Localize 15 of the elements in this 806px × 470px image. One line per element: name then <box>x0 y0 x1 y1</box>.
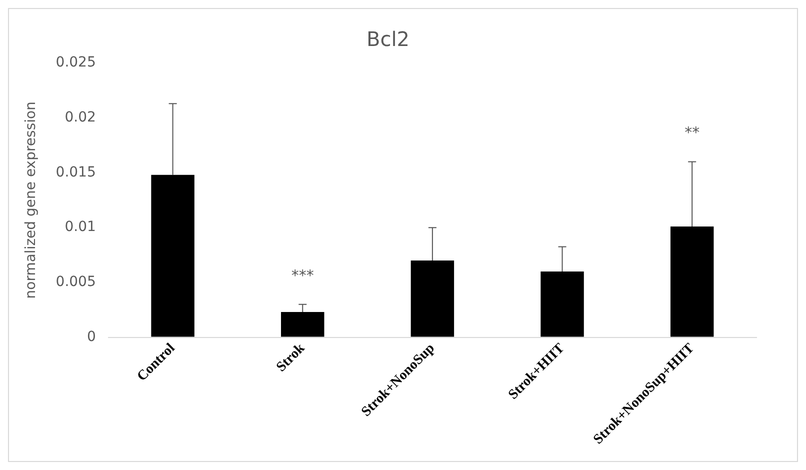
y-axis-title: normalized gene expression <box>23 102 40 299</box>
bar <box>670 226 714 337</box>
y-tick-label: 0.005 <box>56 274 96 290</box>
y-tick-label: 0.015 <box>56 164 96 180</box>
bar <box>281 312 324 337</box>
chart-title: Bcl2 <box>366 27 410 52</box>
annotation: ** <box>684 124 700 142</box>
y-tick-label: 0.025 <box>56 54 96 71</box>
y-tick-label: 0.02 <box>64 110 96 126</box>
y-tick-label: 0.01 <box>64 219 96 236</box>
bar <box>540 271 584 337</box>
y-tick-label: 0 <box>86 328 96 345</box>
bar <box>410 260 454 337</box>
bar <box>151 174 194 337</box>
annotation: *** <box>291 266 314 284</box>
